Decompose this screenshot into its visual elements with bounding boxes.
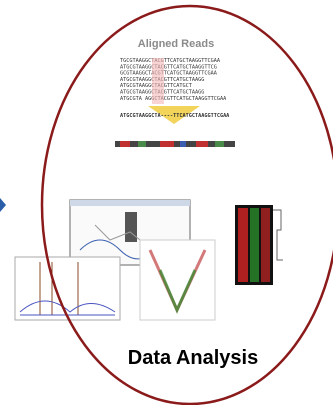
consensus: ATGCGTAAGGCTA----TTCATGCTAAGGTTCGAA (120, 113, 230, 119)
volcano-plot (140, 240, 215, 320)
heatmap (235, 205, 283, 285)
reads: TGCGTAAGGCTACGTTCATGCTAAGGTTCGAAATGCGTAA… (120, 58, 227, 102)
read: TGCGTAAGGCTACGTTCATGCTAAGGTTCGAA (120, 58, 221, 64)
diagram: Aligned Reads TGCGTAAGGCTACGTTCATGCTAAGG… (0, 0, 333, 405)
arrow (0, 198, 6, 212)
read: ATGCGTAAGGCTACGTTCATGCTAAGGTTCG (120, 64, 217, 70)
read: ATGCGTA AGGCTACGTTCATGCTAAGGTTCGAA (120, 96, 227, 102)
genome-bar (115, 141, 235, 147)
section-title: Aligned Reads (138, 38, 214, 50)
read: GCGTAAGGCTACGTTCATGCTAAGGTTCGAA (120, 71, 218, 77)
line-plot (15, 257, 120, 320)
footer-label: Data Analysis (128, 347, 258, 369)
highlight (152, 58, 164, 104)
